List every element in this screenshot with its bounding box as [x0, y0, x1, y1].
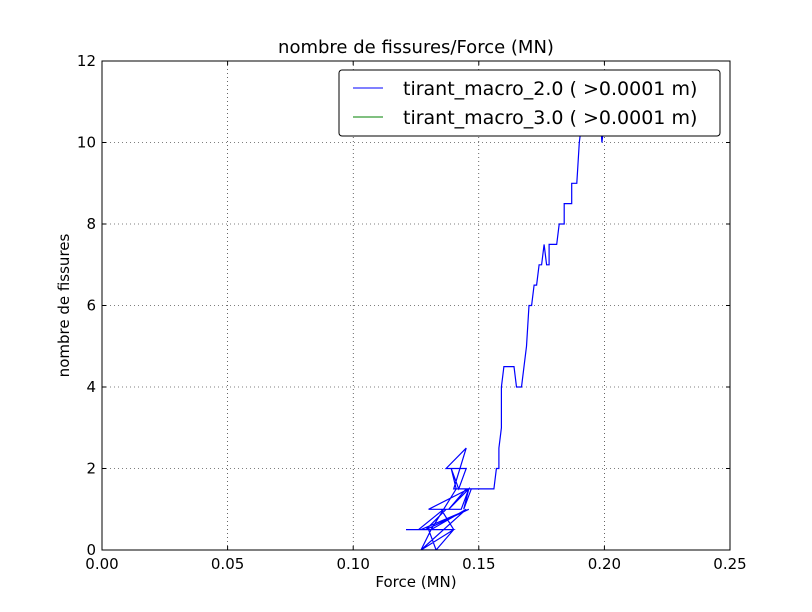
chart-title: nombre de fissures/Force (MN) — [278, 37, 554, 58]
x-tick-label: 0.10 — [336, 555, 369, 573]
grid — [102, 61, 730, 550]
y-tick-label: 4 — [86, 378, 96, 396]
y-tick-label: 0 — [86, 541, 96, 559]
x-axis-label: Force (MN) — [375, 573, 456, 591]
y-tick-label: 8 — [86, 215, 96, 233]
y-tick-label: 6 — [86, 297, 96, 315]
series-layer — [406, 80, 610, 550]
y-tick-label: 2 — [86, 460, 96, 478]
ticks: 0.00 0.05 0.10 0.15 0.20 0.25 0 2 4 6 8 10 12 — [77, 52, 747, 573]
x-tick-label: 0.20 — [588, 555, 621, 573]
y-axis-label: nombre de fissures — [55, 234, 73, 378]
x-tick-label: 0.00 — [85, 555, 118, 573]
x-tick-label: 0.05 — [211, 555, 244, 573]
legend-label-series-2: tirant_macro_3.0 ( >0.0001 m) — [403, 107, 697, 129]
y-tick-label: 10 — [77, 134, 96, 152]
series-line-1 — [406, 80, 610, 550]
legend-box — [338, 69, 721, 137]
x-tick-label: 0.25 — [713, 555, 746, 573]
legend: tirant_macro_2.0 ( >0.0001 m) tirant_mac… — [338, 69, 721, 137]
x-tick-label: 0.15 — [462, 555, 495, 573]
legend-label-series-1: tirant_macro_2.0 ( >0.0001 m) — [403, 78, 697, 100]
y-tick-label: 12 — [77, 52, 96, 70]
